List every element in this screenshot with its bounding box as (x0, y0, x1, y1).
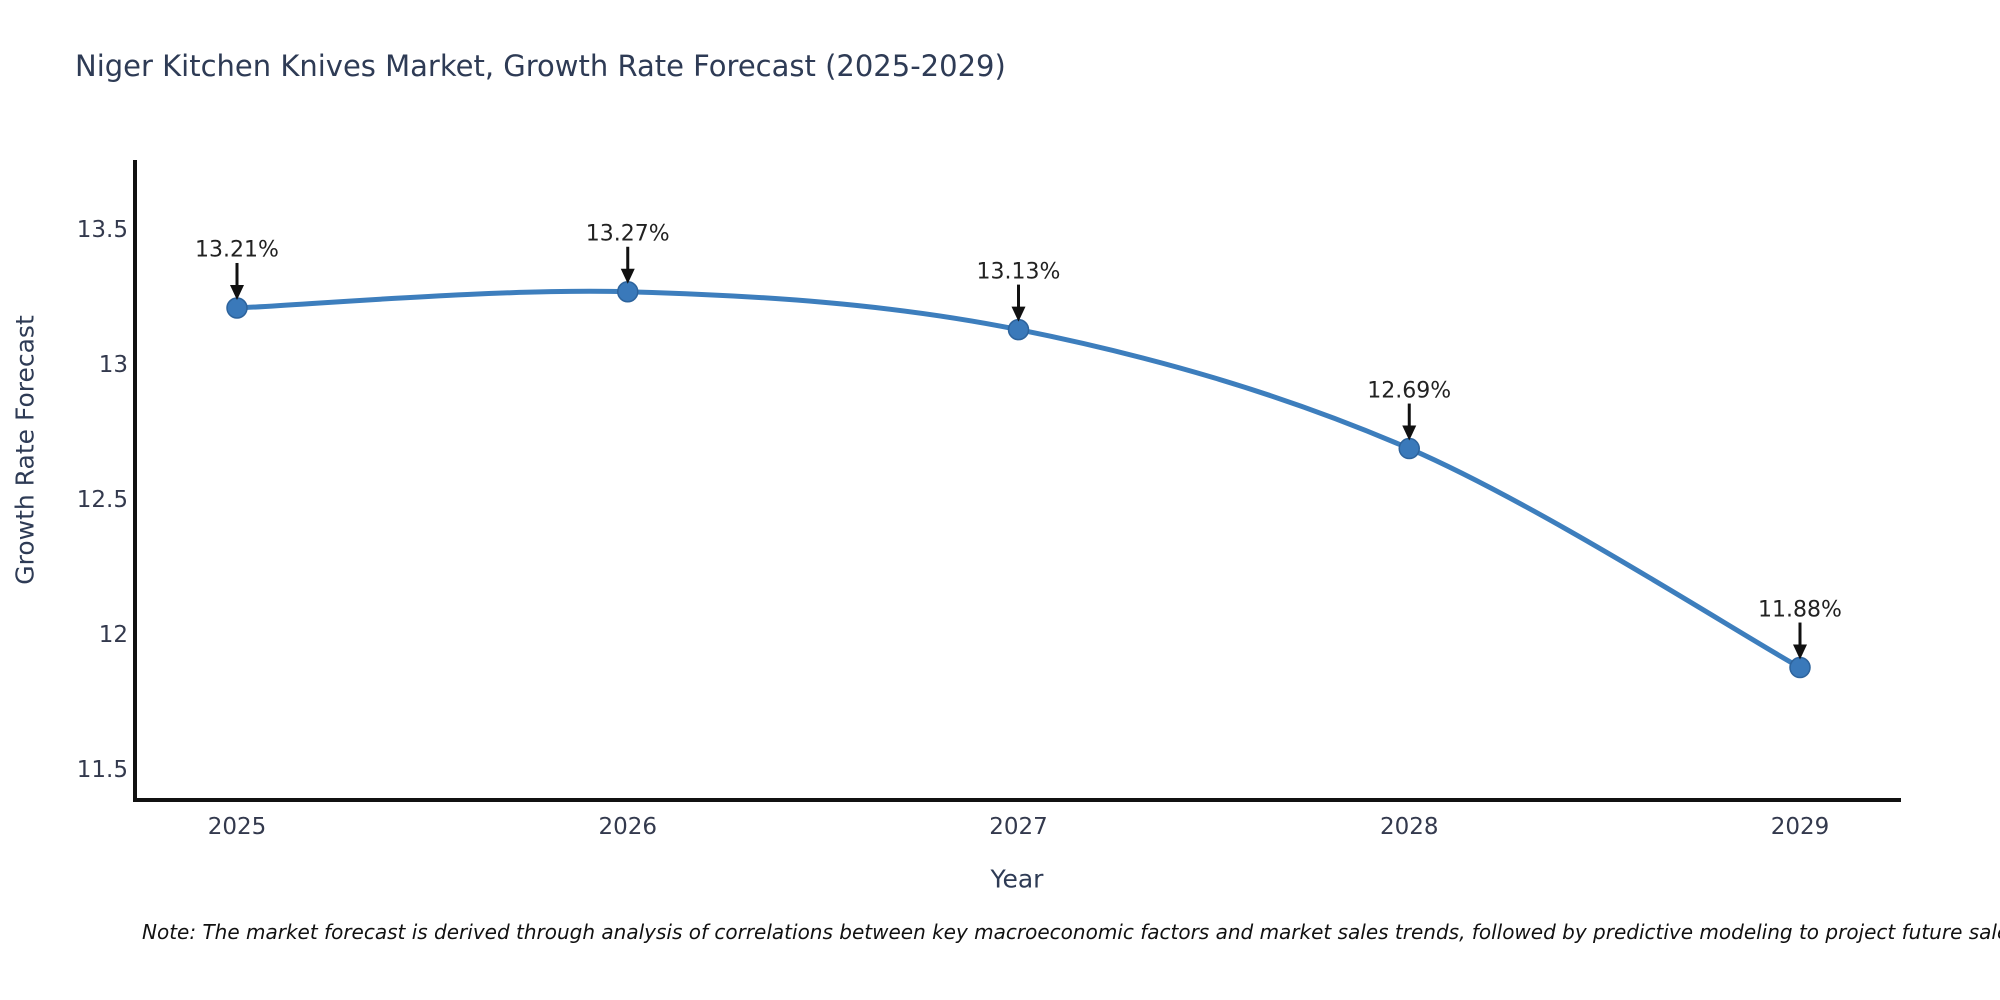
point-annotation: 13.21% (195, 237, 279, 263)
footnote: Note: The market forecast is derived thr… (142, 920, 2000, 944)
annotation-arrowhead (1402, 425, 1417, 441)
data-point-marker (617, 281, 639, 303)
x-axis-title: Year (990, 864, 1044, 894)
y-axis-title: Growth Rate Forecast (10, 315, 40, 585)
point-annotation: 11.88% (1758, 597, 1842, 623)
y-tick-label: 13.5 (76, 216, 128, 243)
data-point-marker (226, 297, 248, 319)
point-annotation: 13.27% (585, 221, 670, 247)
y-tick-label: 11.5 (76, 757, 128, 784)
x-tick-label: 2027 (989, 814, 1048, 840)
point-annotation: 13.13% (976, 259, 1061, 285)
annotation-arrowhead (620, 268, 635, 284)
x-tick-label: 2029 (1770, 814, 1830, 840)
annotation-arrowhead (1793, 644, 1807, 660)
y-tick-label: 13 (98, 351, 128, 378)
data-point-marker (1398, 437, 1420, 460)
point-annotation: 12.69% (1367, 378, 1452, 404)
chart-title: Niger Kitchen Knives Market, Growth Rate… (75, 49, 1006, 83)
x-tick-label: 2026 (598, 814, 658, 840)
annotation-arrowhead (1011, 306, 1026, 322)
y-tick-label: 12.5 (76, 486, 128, 513)
y-tick-label: 12 (98, 622, 128, 649)
x-tick-label: 2028 (1379, 814, 1439, 840)
annotation-arrowhead (230, 284, 244, 300)
forecast-line (236, 288, 1802, 670)
data-point-marker (1789, 656, 1811, 679)
data-point-marker (1007, 318, 1030, 341)
x-tick-label: 2025 (207, 814, 267, 840)
